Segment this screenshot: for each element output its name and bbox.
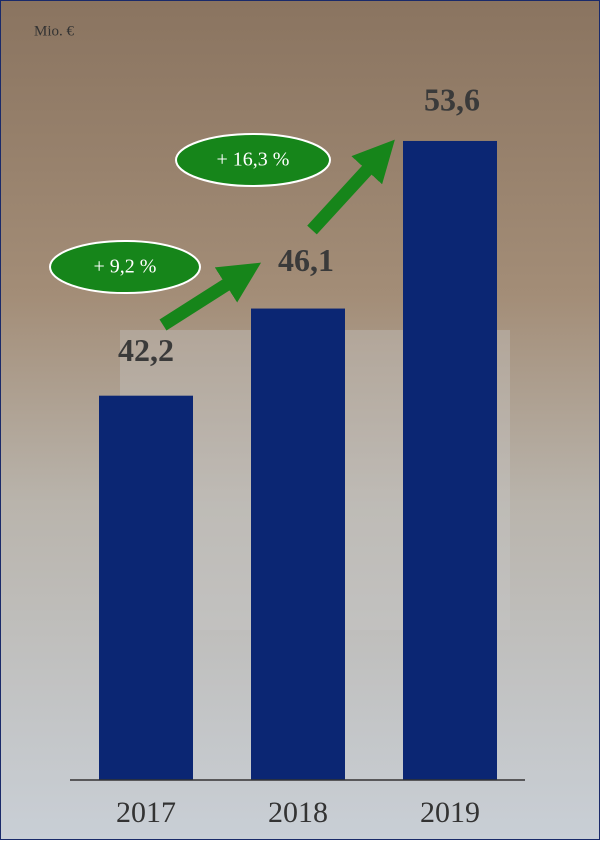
growth-arrow: [159, 262, 262, 331]
unit-label: Mio. €: [34, 23, 75, 39]
growth-arrow: [307, 139, 395, 235]
growth-label: + 9,2 %: [94, 256, 157, 278]
x-tick-label: 2017: [116, 796, 176, 829]
bar: [99, 395, 193, 780]
bar: [403, 140, 497, 780]
growth-badge: [175, 133, 331, 187]
value-label: 53,6: [424, 81, 480, 117]
value-label: 42,2: [118, 332, 174, 368]
growth-label: + 16,3 %: [217, 149, 290, 171]
bar: [251, 308, 345, 780]
x-tick-label: 2019: [420, 796, 480, 829]
x-tick-label: 2018: [268, 796, 328, 829]
growth-badge: [49, 240, 201, 294]
value-label: 46,1: [278, 242, 334, 278]
